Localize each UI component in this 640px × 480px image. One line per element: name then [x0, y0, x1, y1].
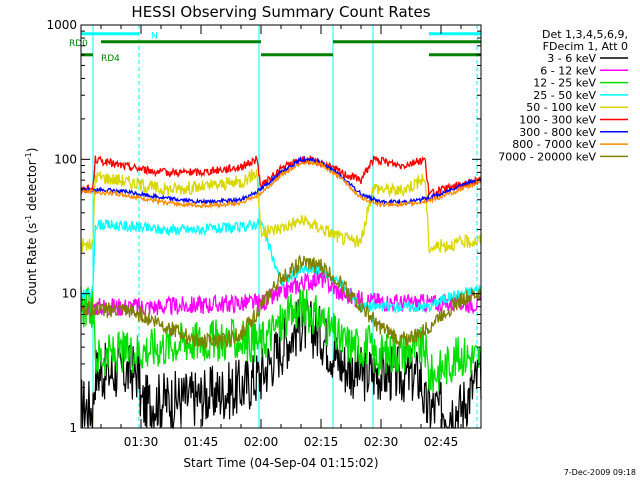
x-tick-label-5: 02:30 [364, 435, 399, 449]
series-line-5 [80, 168, 482, 255]
legend: Det 1,3,4,5,6,9, FDecim 1, Att 0 3 - 6 k… [498, 28, 628, 163]
x-tick-label-6: 02:45 [424, 435, 459, 449]
legend-label-8: 800 - 7000 keV [512, 138, 596, 151]
y-axis: 1 10 100 1000 [46, 18, 481, 435]
legend-header-1: Det 1,3,4,5,6,9, [542, 28, 628, 41]
y-tick-label-3: 100 [54, 152, 77, 166]
series-line-7 [80, 155, 482, 206]
series-line-8 [80, 159, 482, 210]
legend-label-9: 7000 - 20000 keV [498, 150, 596, 163]
y-axis-label-sup1: -1 [24, 215, 33, 223]
legend-label-5: 50 - 100 keV [526, 101, 596, 114]
series-line-3 [80, 285, 482, 393]
y-tick-label-1: 1 [69, 421, 77, 435]
x-tick-label-4: 02:15 [304, 435, 339, 449]
y-axis-label: Count Rate (s-1 detector-1) [24, 148, 39, 305]
flag-label-n: N [151, 31, 158, 41]
series-line-9 [80, 254, 482, 350]
legend-label-3: 12 - 25 keV [533, 77, 596, 90]
legend-label-1: 3 - 6 keV [547, 52, 596, 65]
legend-label-4: 25 - 50 keV [533, 89, 596, 102]
x-axis: 01:30 01:45 02:00 02:15 02:30 02:45 [100, 25, 462, 449]
legend-label-7: 300 - 800 keV [519, 126, 596, 139]
x-axis-label: Start Time (04-Sep-04 01:15:02) [183, 456, 378, 470]
y-axis-label-end: ) [25, 148, 39, 153]
x-tick-label-3: 02:00 [244, 435, 279, 449]
x-tick-label-1: 01:30 [124, 435, 159, 449]
timestamp: 7-Dec-2009 09:18 [564, 468, 636, 477]
y-axis-label-main: Count Rate (s [25, 223, 39, 305]
series-line-2 [80, 270, 482, 317]
y-axis-label-sup2: -1 [24, 152, 33, 160]
y-tick-label-4: 1000 [46, 18, 77, 32]
y-axis-label-mid: detector [25, 160, 39, 215]
legend-label-6: 100 - 300 keV [519, 114, 596, 127]
y-tick-label-2: 10 [62, 287, 77, 301]
flag-label-rd0: RD0 [69, 39, 88, 49]
flag-label-rd4: RD4 [101, 54, 120, 64]
plot-area: RD0 RD4 N [69, 24, 482, 430]
series-line-6 [80, 154, 482, 199]
legend-label-2: 6 - 12 keV [540, 64, 596, 77]
series-line-1 [80, 299, 482, 430]
chart-title: HESSI Observing Summary Count Rates [131, 3, 430, 21]
x-tick-label-2: 01:45 [184, 435, 219, 449]
legend-header-2: FDecim 1, Att 0 [543, 40, 628, 53]
